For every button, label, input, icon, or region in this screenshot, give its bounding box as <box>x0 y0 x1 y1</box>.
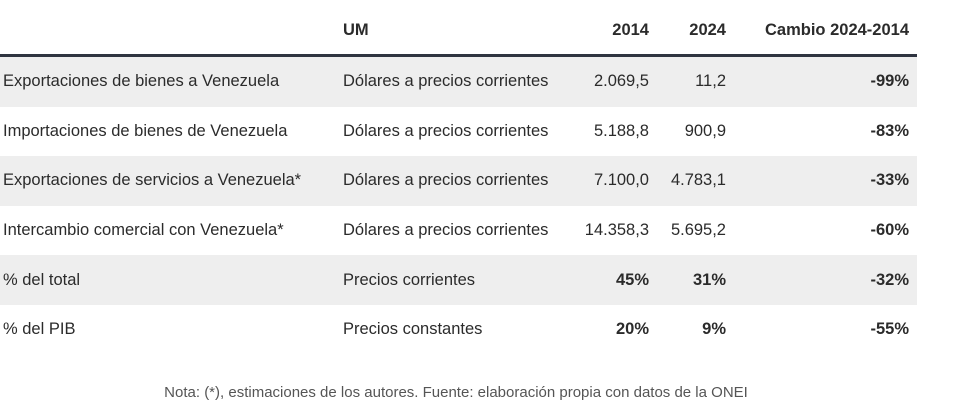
table-row: Importaciones de bienes de Venezuela Dól… <box>0 106 917 157</box>
data-table: UM 2014 2024 Cambio 2024-2014 Exportacio… <box>0 6 917 355</box>
cell-2014: 5.188,8 <box>568 106 657 157</box>
header-2014: 2014 <box>568 6 657 57</box>
table-row: % del total Precios corrientes 45% 31% -… <box>0 255 917 305</box>
table-body: Exportaciones de bienes a Venezuela Dóla… <box>0 55 917 355</box>
cell-concept: Exportaciones de bienes a Venezuela <box>0 55 340 107</box>
cell-2024: 5.695,2 <box>657 205 734 256</box>
header-um: UM <box>340 6 568 57</box>
cell-change: -55% <box>734 304 917 355</box>
header-2024: 2024 <box>657 6 734 57</box>
table-header: UM 2014 2024 Cambio 2024-2014 <box>0 6 917 57</box>
cell-um: Dólares a precios corrientes <box>340 55 568 107</box>
data-table-container: UM 2014 2024 Cambio 2024-2014 Exportacio… <box>0 6 917 355</box>
cell-concept: Exportaciones de servicios a Venezuela* <box>0 156 340 206</box>
header-row: UM 2014 2024 Cambio 2024-2014 <box>0 6 917 57</box>
cell-um: Dólares a precios corrientes <box>340 156 568 206</box>
cell-concept: % del total <box>0 255 340 305</box>
table-row: Intercambio comercial con Venezuela* Dól… <box>0 205 917 256</box>
cell-um: Precios corrientes <box>340 255 568 305</box>
cell-2014: 20% <box>568 304 657 355</box>
cell-change: -32% <box>734 255 917 305</box>
cell-concept: Importaciones de bienes de Venezuela <box>0 106 340 157</box>
cell-change: -83% <box>734 106 917 157</box>
header-concept <box>0 6 340 57</box>
cell-change: -99% <box>734 55 917 107</box>
cell-2024: 31% <box>657 255 734 305</box>
cell-2014: 7.100,0 <box>568 156 657 206</box>
cell-concept: % del PIB <box>0 304 340 355</box>
header-change: Cambio 2024-2014 <box>734 6 917 57</box>
cell-2024: 9% <box>657 304 734 355</box>
cell-concept: Intercambio comercial con Venezuela* <box>0 205 340 256</box>
cell-2014: 45% <box>568 255 657 305</box>
table-row: Exportaciones de servicios a Venezuela* … <box>0 156 917 206</box>
cell-2024: 4.783,1 <box>657 156 734 206</box>
cell-2024: 11,2 <box>657 55 734 107</box>
cell-um: Dólares a precios corrientes <box>340 205 568 256</box>
cell-2014: 2.069,5 <box>568 55 657 107</box>
table-row: Exportaciones de bienes a Venezuela Dóla… <box>0 55 917 107</box>
cell-2024: 900,9 <box>657 106 734 157</box>
source-note: Nota: (*), estimaciones de los autores. … <box>164 384 748 401</box>
cell-change: -60% <box>734 205 917 256</box>
cell-um: Precios constantes <box>340 304 568 355</box>
cell-2014: 14.358,3 <box>568 205 657 256</box>
table-row: % del PIB Precios constantes 20% 9% -55% <box>0 304 917 355</box>
cell-change: -33% <box>734 156 917 206</box>
cell-um: Dólares a precios corrientes <box>340 106 568 157</box>
